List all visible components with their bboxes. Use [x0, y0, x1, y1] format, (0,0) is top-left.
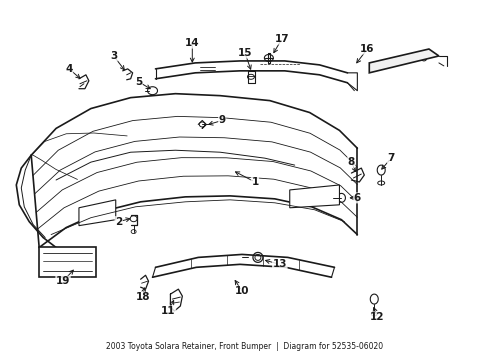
Text: 4: 4 [65, 64, 73, 74]
Text: 19: 19 [56, 276, 70, 286]
Polygon shape [368, 49, 438, 73]
Text: 7: 7 [386, 153, 394, 163]
Text: 15: 15 [237, 48, 252, 58]
Text: 14: 14 [184, 38, 199, 48]
Polygon shape [39, 247, 96, 277]
Text: 16: 16 [359, 44, 374, 54]
Text: 2: 2 [115, 217, 122, 227]
Text: 2003 Toyota Solara Retainer, Front Bumper  |  Diagram for 52535-06020: 2003 Toyota Solara Retainer, Front Bumpe… [106, 342, 382, 351]
Text: 10: 10 [234, 286, 249, 296]
Text: 8: 8 [347, 157, 354, 167]
Text: 13: 13 [272, 259, 286, 269]
Text: 1: 1 [251, 177, 258, 187]
Text: 18: 18 [135, 292, 149, 302]
Polygon shape [79, 200, 116, 226]
Polygon shape [289, 185, 339, 208]
Text: 9: 9 [218, 116, 225, 126]
Text: 17: 17 [274, 34, 288, 44]
Text: 12: 12 [369, 312, 384, 322]
Text: 5: 5 [135, 77, 142, 87]
Text: 3: 3 [110, 51, 117, 61]
Text: 11: 11 [161, 306, 175, 316]
Text: 6: 6 [353, 193, 360, 203]
